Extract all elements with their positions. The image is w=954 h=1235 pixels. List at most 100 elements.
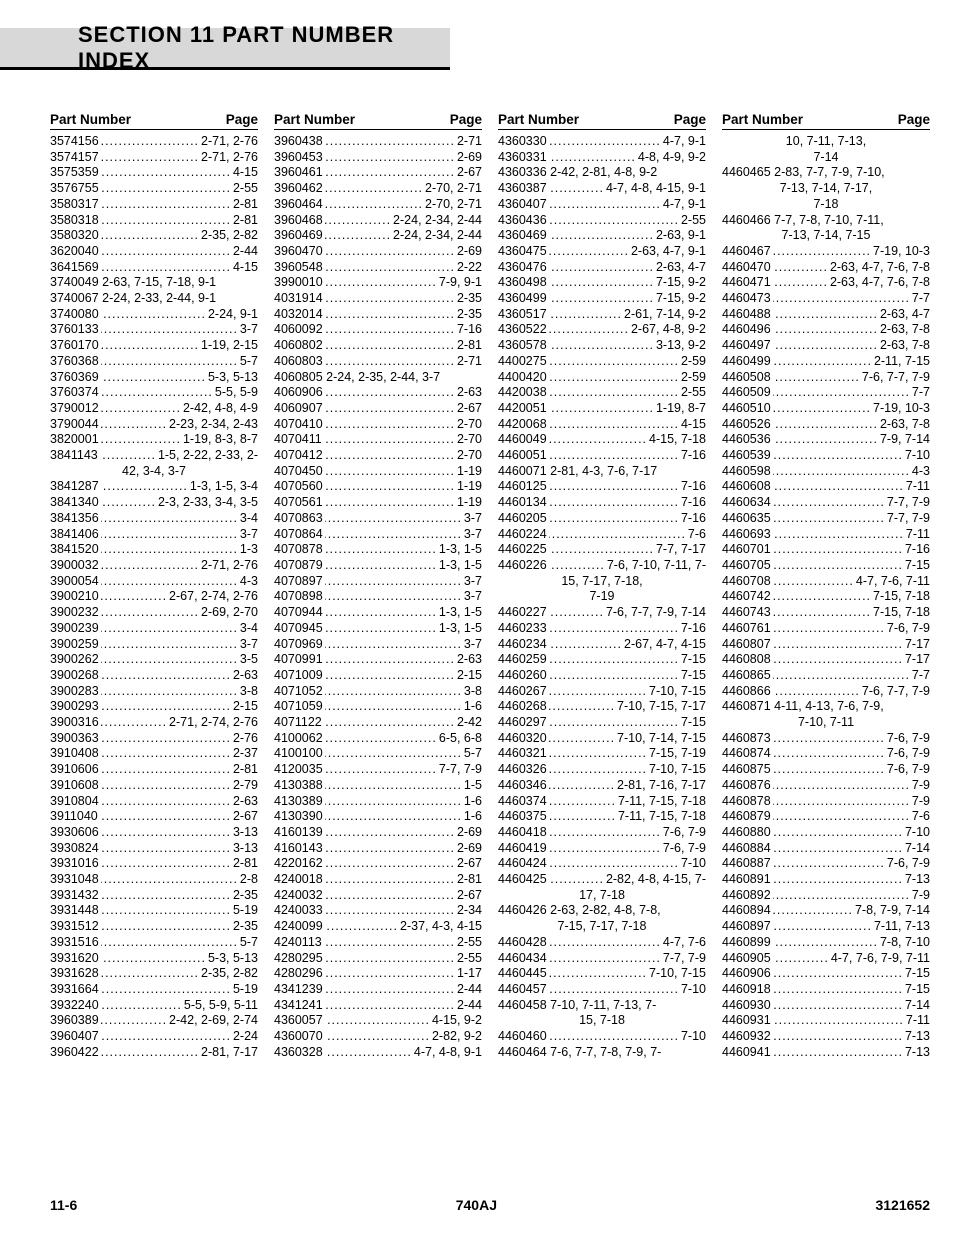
part-number: 3740067 bbox=[50, 291, 99, 307]
page-ref: 4-7, 9-1 bbox=[663, 197, 706, 213]
page-ref: 3-7 bbox=[464, 574, 482, 590]
page-ref: 2-67 bbox=[457, 165, 482, 181]
index-entry: 43603314-8, 4-9, 9-2 bbox=[498, 150, 706, 166]
part-number: 4400275 bbox=[498, 354, 547, 370]
index-entry: 43604074-7, 9-1 bbox=[498, 197, 706, 213]
column-header: Part NumberPage bbox=[50, 112, 258, 130]
leader-dots bbox=[773, 527, 904, 543]
page-ref: 5-7 bbox=[240, 354, 258, 370]
index-entry: 44608927-9 bbox=[722, 888, 930, 904]
column-4: Part NumberPage10, 7-11, 7-13,7-14446046… bbox=[722, 112, 930, 1060]
page-ref: 2-44 bbox=[457, 982, 482, 998]
index-entry: 44608737-6, 7-9 bbox=[722, 731, 930, 747]
index-entry: 41303881-5 bbox=[274, 778, 482, 794]
leader-dots bbox=[325, 479, 455, 495]
index-entry: 40711222-42 bbox=[274, 715, 482, 731]
page-ref: 2-71 bbox=[457, 134, 482, 150]
page-ref: 2-42, 2-69, 2-74 bbox=[169, 1013, 258, 1029]
index-entry: 44605397-10 bbox=[722, 448, 930, 464]
leader-dots bbox=[549, 448, 679, 464]
leader-dots bbox=[549, 401, 654, 417]
index-entry: 44601257-16 bbox=[498, 479, 706, 495]
index-entry: 44609187-15 bbox=[722, 982, 930, 998]
page-ref: 7-7 bbox=[912, 668, 930, 684]
index-entry: 40704501-19 bbox=[274, 464, 482, 480]
page-ref: 1-3 bbox=[240, 542, 258, 558]
part-number: 4460233 bbox=[498, 621, 547, 637]
leader-dots bbox=[549, 605, 604, 621]
leader-dots bbox=[325, 919, 398, 935]
leader-dots bbox=[325, 699, 462, 715]
page-ref: 2-71, 2-76 bbox=[201, 558, 258, 574]
index-entry: 42400992-37, 4-3, 4-15 bbox=[274, 919, 482, 935]
leader-dots bbox=[549, 746, 647, 762]
page-ref: 7-7 bbox=[912, 291, 930, 307]
page-ref: 2-81 bbox=[233, 856, 258, 872]
leader-dots bbox=[773, 354, 872, 370]
leader-dots bbox=[549, 762, 647, 778]
index-entry: 44604737-7 bbox=[722, 291, 930, 307]
part-number: 3931016 bbox=[50, 856, 99, 872]
part-number: 4460499 bbox=[722, 354, 771, 370]
part-number: 4060803 bbox=[274, 354, 323, 370]
page-ref: 4-8, 4-9, 9-2 bbox=[638, 150, 706, 166]
part-number: 3900268 bbox=[50, 668, 99, 684]
index-entry: 42802961-17 bbox=[274, 966, 482, 982]
index-entry: 43604762-63, 4-7 bbox=[498, 260, 706, 276]
index-entry: 39314485-19 bbox=[50, 903, 258, 919]
index-entry: 43412392-44 bbox=[274, 982, 482, 998]
leader-dots bbox=[101, 762, 231, 778]
part-number: 4460418 bbox=[498, 825, 547, 841]
part-number: 3900363 bbox=[50, 731, 99, 747]
part-number: 4460536 bbox=[722, 432, 771, 448]
index-entry: 39604382-71 bbox=[274, 134, 482, 150]
index-entry: 40704102-70 bbox=[274, 417, 482, 433]
part-number: 4460635 bbox=[722, 511, 771, 527]
index-entry: 4360336 2-42, 2-81, 4-8, 9-2 bbox=[498, 165, 706, 181]
page-ref: 2-63 bbox=[457, 652, 482, 668]
page-ref: 1-3, 1-5 bbox=[439, 605, 482, 621]
page-ref: 7-19, 10-3 bbox=[873, 401, 930, 417]
leader-dots bbox=[325, 448, 455, 464]
column-header-partnumber: Part Number bbox=[274, 112, 355, 127]
index-entry-continuation: 7-13, 7-14, 7-15 bbox=[722, 228, 930, 244]
leader-dots bbox=[773, 1045, 903, 1061]
index-entry: 39003632-76 bbox=[50, 731, 258, 747]
leader-dots bbox=[549, 637, 622, 653]
index-entry: 37400802-24, 9-1 bbox=[50, 307, 258, 323]
leader-dots bbox=[773, 511, 885, 527]
index-entry: 4460871 4-11, 4-13, 7-6, 7-9, bbox=[722, 699, 930, 715]
part-number: 3841356 bbox=[50, 511, 99, 527]
leader-dots bbox=[101, 589, 167, 605]
leader-dots bbox=[773, 589, 871, 605]
part-number: 3760133 bbox=[50, 322, 99, 338]
part-number: 4460693 bbox=[722, 527, 771, 543]
index-entry: 39322405-5, 5-9, 5-11 bbox=[50, 998, 258, 1014]
index-entry: 44609417-13 bbox=[722, 1045, 930, 1061]
leader-dots bbox=[773, 872, 903, 888]
page-ref: 7-9 bbox=[912, 794, 930, 810]
part-number: 4460471 bbox=[722, 275, 771, 291]
leader-dots bbox=[549, 715, 679, 731]
leader-dots bbox=[549, 150, 636, 166]
index-entry: 39108042-63 bbox=[50, 794, 258, 810]
index-entry: 39314322-35 bbox=[50, 888, 258, 904]
page-ref: 2-15 bbox=[457, 668, 482, 684]
part-number: 4070878 bbox=[274, 542, 323, 558]
index-entry: 39104082-37 bbox=[50, 746, 258, 762]
page-ref: 2-63 bbox=[457, 385, 482, 401]
leader-dots bbox=[101, 699, 231, 715]
part-number: 4070412 bbox=[274, 448, 323, 464]
leader-dots bbox=[324, 935, 455, 951]
leader-dots bbox=[325, 291, 455, 307]
column-header-partnumber: Part Number bbox=[498, 112, 579, 127]
leader-dots bbox=[773, 652, 903, 668]
part-number: 3900054 bbox=[50, 574, 99, 590]
page-ref: 2-71 bbox=[457, 354, 482, 370]
index-entry: 43605783-13, 9-2 bbox=[498, 338, 706, 354]
page-ref: 5-3, 5-13 bbox=[208, 370, 258, 386]
page-ref: 2-24 bbox=[233, 1029, 258, 1045]
part-number: 4460225 bbox=[498, 542, 547, 558]
part-number: 4460224 bbox=[498, 527, 547, 543]
part-number: 4070410 bbox=[274, 417, 323, 433]
